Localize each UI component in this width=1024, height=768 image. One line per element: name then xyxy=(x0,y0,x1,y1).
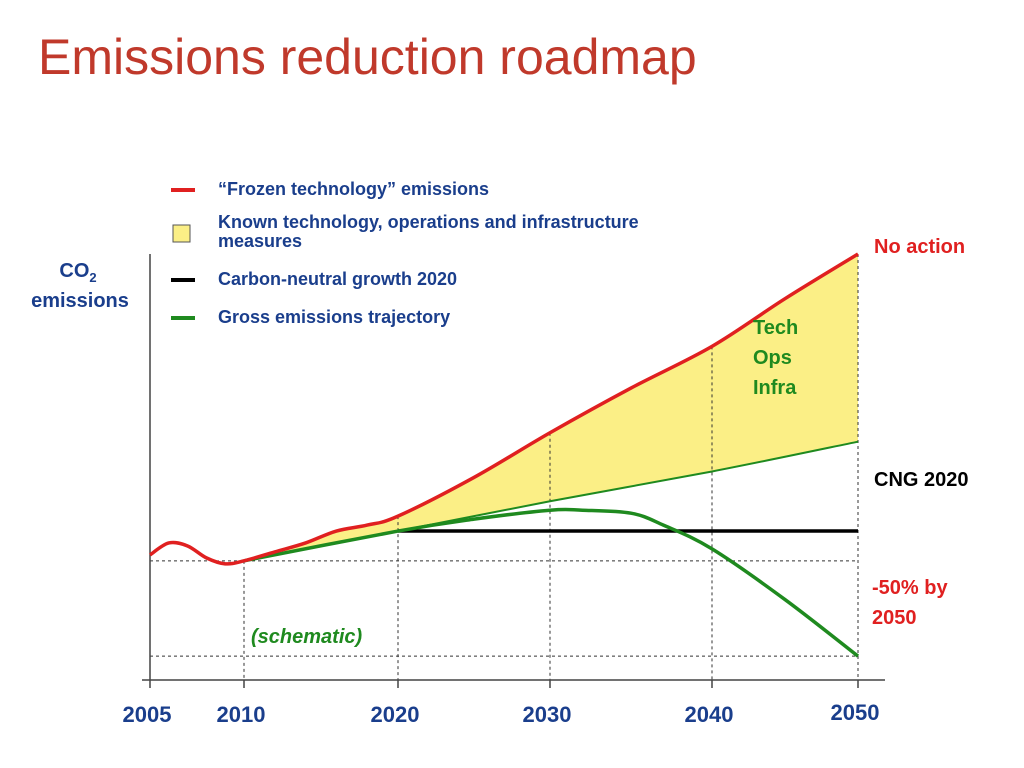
x-tick-label-2040: 2040 xyxy=(685,702,734,727)
legend-label-2: Carbon-neutral growth 2020 xyxy=(218,269,457,289)
axes-layer: 2005 2010 2020 2030 2040 2050 CO2 emissions xyxy=(31,254,885,727)
x-tick-label-2050: 2050 xyxy=(831,700,880,725)
annotation-tech: Tech xyxy=(753,317,798,339)
legend-label-0: “Frozen technology” emissions xyxy=(218,179,489,199)
x-tick-label-2030: 2030 xyxy=(523,702,572,727)
legend: “Frozen technology” emissions Known techn… xyxy=(171,179,639,327)
annotations-layer: No action Tech Ops Infra CNG 2020 -50% by 2050… xyxy=(251,236,969,648)
x-tick-label-2005: 2005 xyxy=(123,702,172,727)
annotation-target-line1: -50% by xyxy=(872,577,948,599)
y-axis-label-line2: emissions xyxy=(31,290,129,312)
legend-label-1: Known technology, operations and infrast… xyxy=(218,212,639,232)
series-gross-emissions-line xyxy=(243,507,860,658)
annotation-target-line2: 2050 xyxy=(872,607,917,629)
series-layer xyxy=(149,252,860,658)
y-axis-label: CO2 xyxy=(59,260,96,285)
annotation-ops: Ops xyxy=(753,347,792,369)
annotation-infra: Infra xyxy=(753,377,797,399)
x-tick-label-2020: 2020 xyxy=(371,702,420,727)
page-title: Emissions reduction roadmap xyxy=(38,29,697,85)
series-frozen-technology-line xyxy=(149,252,859,566)
annotation-no-action: No action xyxy=(874,236,965,258)
legend-label-1-line2: measures xyxy=(218,231,302,251)
measures-area-layer xyxy=(244,254,858,561)
measures-area xyxy=(244,254,858,561)
x-tick-label-2010: 2010 xyxy=(217,702,266,727)
annotation-cng-2020: CNG 2020 xyxy=(874,469,969,491)
reference-lines-layer xyxy=(150,254,859,680)
legend-swatch-1 xyxy=(172,224,191,243)
annotation-schematic: (schematic) xyxy=(251,626,362,648)
legend-label-3: Gross emissions trajectory xyxy=(218,307,450,327)
